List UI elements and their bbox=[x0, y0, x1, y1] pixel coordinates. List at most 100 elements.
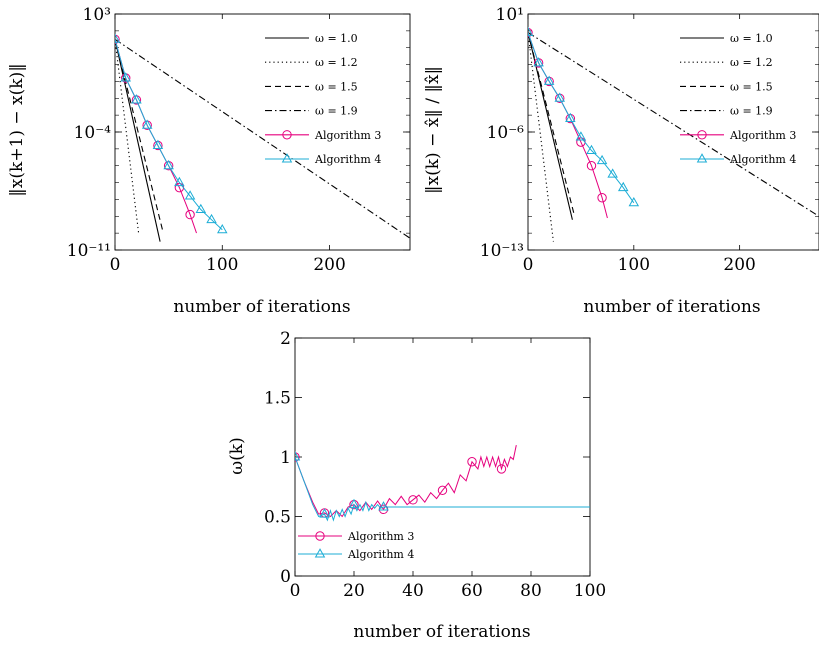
legend: ω = 1.0 ω = 1.2 ω = 1.5 ω = 1.9 Algorithm 3 A… bbox=[265, 32, 381, 166]
x-axis-label: number of iterations bbox=[173, 297, 350, 317]
marker-triangle bbox=[115, 33, 121, 43]
x-tick-label: 0 bbox=[110, 255, 121, 275]
marker-triangle bbox=[586, 144, 597, 155]
x-tick-label: 60 bbox=[461, 581, 483, 601]
marker-triangle bbox=[628, 196, 640, 207]
legend-label-0: ω = 1.0 bbox=[315, 32, 358, 45]
marker-triangle bbox=[141, 119, 153, 129]
series-line-1 bbox=[295, 456, 590, 522]
y-axis-label: ‖x(k) − x̂‖ / ‖x̂‖ bbox=[423, 66, 443, 194]
series-line-2 bbox=[115, 39, 164, 234]
series-line-5 bbox=[115, 39, 223, 231]
y-tick-label: 10⁻¹³ bbox=[480, 241, 524, 261]
marker-circle bbox=[174, 182, 185, 193]
marker-triangle bbox=[378, 501, 389, 511]
legend-label-3: ω = 1.9 bbox=[730, 105, 773, 118]
plot-area bbox=[115, 33, 410, 242]
x-tick-label: 200 bbox=[723, 255, 755, 275]
x-tick-label: 0 bbox=[290, 581, 301, 601]
x-tick-label: 100 bbox=[618, 255, 650, 275]
legend-label-2: ω = 1.5 bbox=[315, 80, 358, 93]
y-tick-label: 10³ bbox=[83, 5, 111, 25]
marker-triangle bbox=[607, 168, 618, 178]
legend-label-4: Algorithm 3 bbox=[729, 129, 796, 142]
y-axis-label: ‖x(k+1) − x(k)‖ bbox=[7, 63, 27, 196]
x-axis-label: number of iterations bbox=[583, 297, 760, 317]
legend-label-1: Algorithm 4 bbox=[347, 548, 414, 561]
legend-label-1: ω = 1.2 bbox=[730, 56, 773, 69]
marker-triangle bbox=[217, 223, 228, 234]
marker-circle bbox=[496, 464, 507, 474]
marker-circle bbox=[185, 209, 195, 220]
legend-label-5: Algorithm 4 bbox=[729, 153, 796, 166]
y-tick-label: 10⁻⁶ bbox=[487, 123, 525, 143]
series-line-0 bbox=[115, 39, 161, 242]
y-tick-label: 2 bbox=[280, 329, 291, 349]
marker-triangle bbox=[319, 508, 330, 518]
series-line-1 bbox=[528, 32, 554, 242]
legend-label-3: ω = 1.9 bbox=[315, 105, 358, 118]
legend-marker-triangle bbox=[314, 548, 326, 558]
legend-marker-triangle bbox=[281, 153, 293, 163]
marker-triangle bbox=[295, 451, 301, 461]
legend-label-4: Algorithm 3 bbox=[314, 129, 381, 142]
x-tick-label: 20 bbox=[343, 581, 365, 601]
marker-triangle bbox=[543, 75, 555, 85]
marker-circle bbox=[437, 485, 448, 496]
y-tick-label: 0 bbox=[280, 567, 291, 587]
legend-marker-circle bbox=[282, 130, 292, 140]
legend-label-0: ω = 1.0 bbox=[730, 32, 773, 45]
legend: ω = 1.0 ω = 1.2 ω = 1.5 ω = 1.9 Algorithm 3 A… bbox=[680, 32, 796, 166]
legend-marker-circle bbox=[315, 531, 325, 541]
plot-area bbox=[528, 26, 819, 242]
marker-triangle bbox=[163, 159, 174, 170]
y-tick-label: 1 bbox=[280, 448, 291, 468]
legend: Algorithm 3 Algorithm 4 bbox=[298, 530, 414, 561]
y-tick-label: 0.5 bbox=[264, 508, 291, 528]
x-tick-label: 100 bbox=[206, 255, 238, 275]
marker-triangle bbox=[206, 213, 217, 224]
legend-label-2: ω = 1.5 bbox=[730, 80, 773, 93]
legend-marker-circle bbox=[697, 130, 707, 140]
marker-triangle bbox=[596, 154, 608, 165]
marker-circle bbox=[597, 193, 607, 203]
marker-triangle bbox=[120, 72, 131, 82]
marker-triangle bbox=[184, 190, 196, 200]
marker-triangle bbox=[528, 26, 534, 37]
x-tick-label: 0 bbox=[523, 255, 534, 275]
legend-label-1: ω = 1.2 bbox=[315, 56, 358, 69]
marker-triangle bbox=[575, 131, 587, 141]
series-line-5 bbox=[528, 32, 635, 204]
marker-circle bbox=[295, 452, 300, 462]
marker-triangle bbox=[348, 498, 360, 509]
x-tick-label: 80 bbox=[520, 581, 542, 601]
marker-circle bbox=[408, 495, 418, 505]
x-axis-label: number of iterations bbox=[353, 622, 530, 642]
chart-step-difference: 0 100 200 10³ 10⁻⁴ 10⁻¹¹ number of iterations ‖… bbox=[7, 5, 411, 317]
chart-omega: 0 20 40 60 80 100 0 0.5 1 1.5 2 number of iteration… bbox=[227, 329, 606, 642]
marker-triangle bbox=[195, 203, 207, 214]
series-line-3 bbox=[115, 38, 410, 239]
x-tick-label: 200 bbox=[313, 255, 345, 275]
series-line-0 bbox=[295, 444, 517, 518]
y-axis-label: ω(k) bbox=[227, 437, 247, 474]
marker-triangle bbox=[554, 92, 566, 102]
marker-circle bbox=[576, 137, 586, 147]
x-tick-label: 40 bbox=[402, 581, 424, 601]
marker-triangle bbox=[174, 176, 185, 187]
marker-triangle bbox=[565, 112, 576, 123]
y-tick-label: 1.5 bbox=[264, 389, 291, 409]
marker-circle bbox=[467, 457, 477, 467]
chart-relative-error: 0 100 200 10¹ 10⁻⁶ 10⁻¹³ number of iterations ‖… bbox=[423, 5, 819, 317]
marker-circle bbox=[528, 27, 533, 38]
marker-circle bbox=[586, 161, 597, 171]
y-tick-label: 10¹ bbox=[496, 5, 524, 25]
y-tick-label: 10⁻¹¹ bbox=[67, 241, 111, 261]
series-line-3 bbox=[528, 32, 819, 217]
plot-frame bbox=[294, 337, 591, 577]
x-tick-label: 100 bbox=[574, 581, 606, 601]
marker-triangle bbox=[152, 139, 164, 149]
series-line-1 bbox=[115, 39, 140, 234]
legend-marker-triangle bbox=[696, 153, 708, 163]
